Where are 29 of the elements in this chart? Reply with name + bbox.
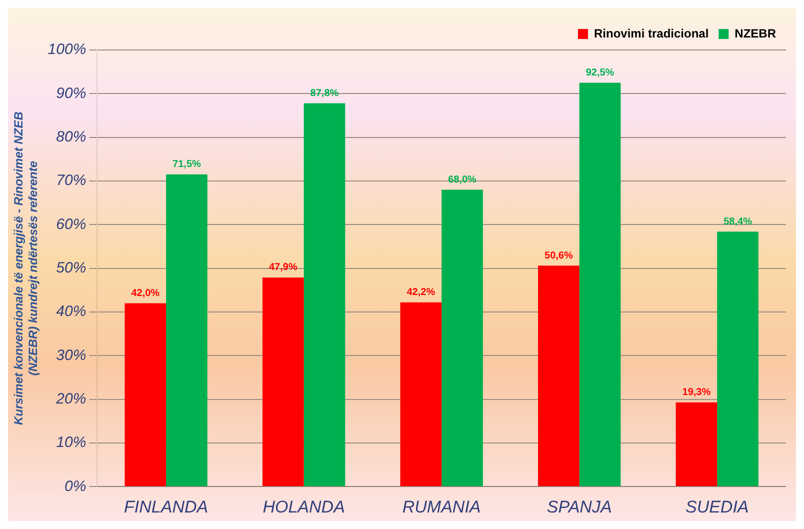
data-label: 87,8%	[310, 88, 339, 100]
x-tick-label: RUMANIA	[402, 498, 481, 517]
data-label: 42,2%	[406, 287, 436, 298]
y-tick-label: 90%	[56, 84, 86, 102]
data-label: 50,6%	[544, 250, 573, 262]
y-axis-title: Kursimet konvencionale të energjisë - Rinovimet NZEB (NZEBR) kundrejt ndërtesës referente	[12, 111, 40, 426]
x-tick-label: FINLANDA	[124, 498, 208, 517]
legend-label: Rinovimi tradicional	[594, 26, 709, 40]
y-tick-label: 0%	[64, 478, 86, 495]
y-tick-label: 60%	[56, 216, 86, 233]
data-label: 68,0%	[448, 174, 477, 186]
y-tick-label: 80%	[56, 128, 86, 146]
data-label: 58,4%	[724, 216, 752, 228]
y-tick-label: 100%	[48, 41, 86, 58]
x-tick-label: SPANJA	[546, 498, 612, 517]
data-label: 47,9%	[268, 262, 298, 274]
y-tick-label: 50%	[56, 259, 86, 276]
x-tick-label: HOLANDA	[262, 498, 345, 517]
y-tick-label: 70%	[56, 172, 86, 190]
y-tick-label: 20%	[55, 390, 86, 408]
y-tick-label: 30%	[56, 346, 86, 364]
data-label: 42,0%	[131, 288, 160, 299]
data-label: 92,5%	[586, 67, 614, 78]
y-tick-label: 10%	[56, 434, 86, 452]
y-tick-label: 40%	[56, 303, 86, 320]
data-label: 19,3%	[682, 387, 711, 398]
data-label: 71,5%	[172, 159, 201, 170]
legend-label: NZEBR	[734, 26, 776, 40]
x-tick-label: SUEDIA	[685, 498, 749, 517]
